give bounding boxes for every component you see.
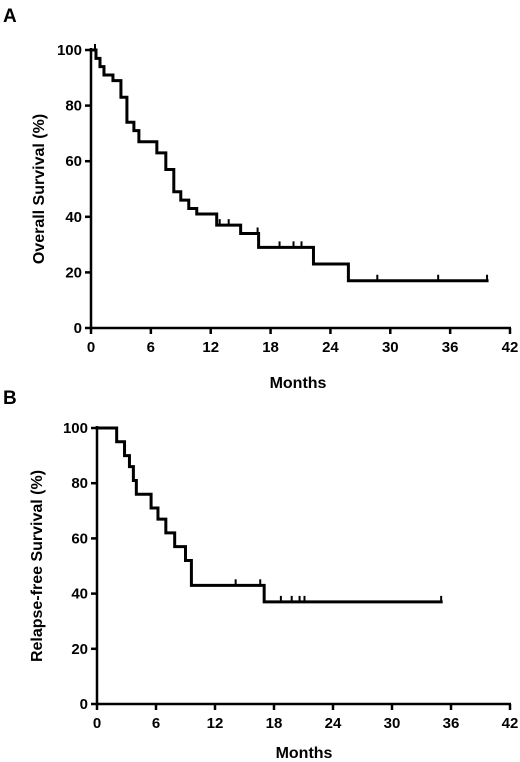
censor-marks-group [234, 579, 443, 602]
y-tick-label: 100 [63, 420, 88, 437]
x-tick-label: 12 [202, 339, 219, 356]
y-tick-label: 40 [65, 209, 82, 226]
panel-b: B Months Relapse-free Survival (%) 0 6 12 1… [3, 388, 518, 762]
x-tick-label: 12 [207, 715, 224, 732]
x-axis-title: Months [270, 375, 327, 392]
x-tick-label: 30 [384, 715, 401, 732]
panel-a: A Months Overall Survival (%) 0 6 12 18 24 30… [3, 6, 518, 392]
panel-letter: B [3, 388, 17, 409]
y-tick-label: 20 [71, 641, 88, 658]
x-tick-label: 30 [382, 339, 399, 356]
y-tick-label: 80 [65, 98, 82, 115]
y-tick-label: 0 [74, 320, 82, 337]
x-tick-label: 42 [502, 715, 519, 732]
survival-curve-group [89, 48, 489, 283]
x-tick-label: 24 [322, 339, 339, 356]
y-axis-title: Overall Survival (%) [31, 114, 48, 264]
x-tick-label: 36 [443, 715, 460, 732]
x-tick-label: 18 [262, 339, 279, 356]
censor-marks-group [93, 44, 489, 281]
x-tick-label: 18 [266, 715, 283, 732]
x-tick-label: 0 [93, 715, 101, 732]
y-axis-title: Relapse-free Survival (%) [29, 470, 46, 662]
y-tick-label: 80 [71, 475, 88, 492]
x-tick-label: 0 [87, 339, 95, 356]
survival-curve [89, 48, 489, 283]
x-tick-label: 42 [502, 339, 519, 356]
x-tick-label: 6 [152, 715, 160, 732]
tick-group: 0 6 12 18 24 30 36 42 0 20 40 60 80 100 [63, 420, 518, 732]
x-axis-title: Months [276, 745, 333, 762]
y-tick-label: 60 [65, 153, 82, 170]
panel-letter: A [3, 6, 17, 27]
y-tick-label: 100 [57, 42, 82, 59]
x-tick-label: 36 [442, 339, 459, 356]
y-tick-label: 20 [65, 264, 82, 281]
survival-curve [95, 426, 443, 604]
y-tick-label: 40 [71, 586, 88, 603]
tick-group: 0 6 12 18 24 30 36 42 0 20 40 60 80 100 [57, 42, 518, 356]
y-tick-label: 0 [80, 696, 88, 713]
x-tick-label: 6 [147, 339, 155, 356]
survival-curve-group [95, 426, 443, 604]
y-tick-label: 60 [71, 530, 88, 547]
x-tick-label: 24 [325, 715, 342, 732]
